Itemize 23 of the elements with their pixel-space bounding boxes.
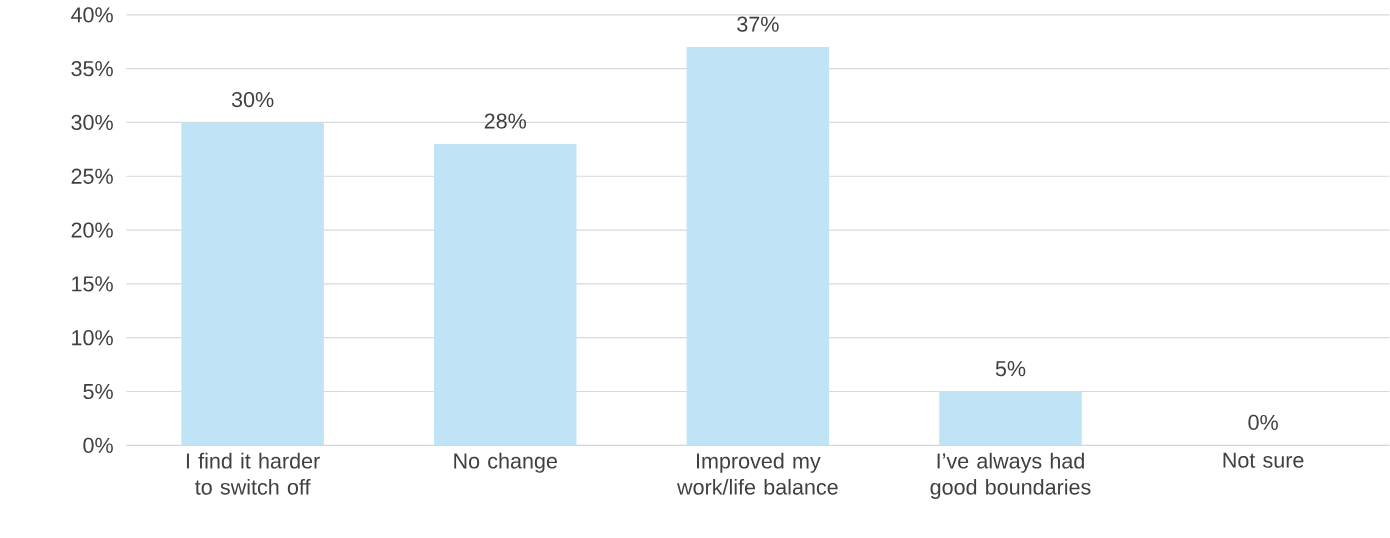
y-tick-label: 25%	[71, 168, 113, 184]
bar	[181, 122, 324, 446]
y-tick-label: 20%	[71, 222, 113, 238]
y-tick-label: 5%	[83, 383, 113, 400]
y-tick-label: 0%	[83, 437, 113, 454]
bar	[686, 47, 830, 446]
x-tick-label: I find it harder to switch off	[186, 452, 320, 495]
y-tick-label: 30%	[71, 114, 113, 131]
x-tick-label: I’ve always had good boundaries	[930, 452, 1091, 500]
x-tick-label: Improved my work/life balance	[677, 452, 838, 495]
y-tick-label: 40%	[71, 7, 113, 23]
data-label: 5%	[995, 361, 1026, 377]
y-tick-label: 10%	[72, 330, 113, 346]
y-tick-label: 15%	[72, 276, 113, 292]
y-tick-label: 35%	[71, 61, 113, 77]
data-label: 0%	[1248, 414, 1278, 431]
x-tick-label: No change	[454, 452, 557, 473]
bar	[433, 144, 577, 446]
data-label: 30%	[231, 91, 274, 108]
data-label: 28%	[484, 113, 527, 129]
data-label: 37%	[737, 16, 779, 32]
bar	[939, 391, 1082, 446]
x-tick-label: Not sure	[1223, 452, 1304, 468]
